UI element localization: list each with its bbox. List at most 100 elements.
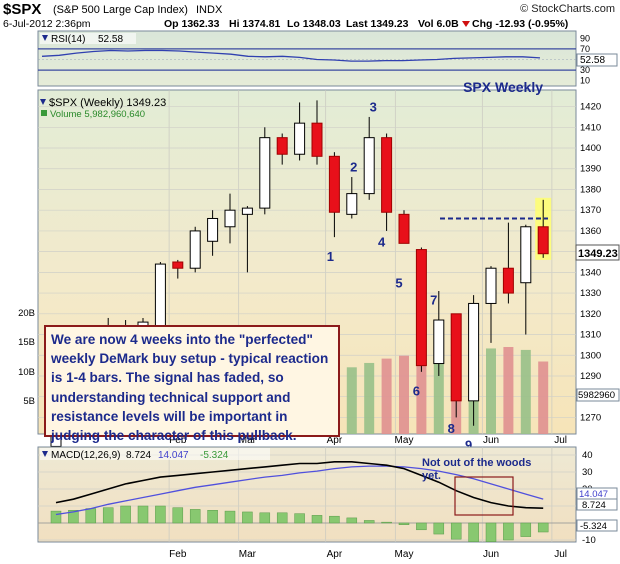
- volume-tick-label: 15B: [18, 337, 35, 348]
- month-label: Feb: [169, 435, 187, 446]
- candle-body: [241, 207, 253, 215]
- macd-histogram-bar: [381, 521, 392, 524]
- candle-body: [259, 137, 271, 209]
- candle-body: [433, 319, 445, 365]
- price-tick-label: 1360: [580, 226, 601, 237]
- volume-bar: [433, 352, 444, 434]
- macd-signal-line: [55, 465, 544, 516]
- candle-body: [363, 137, 375, 195]
- candle-body: [450, 313, 462, 402]
- rsi-gridlines: [38, 48, 576, 71]
- volume-tick-label: 5B: [23, 396, 35, 407]
- woods-note-line2: yet.: [422, 470, 441, 482]
- chart-title: SPX Weekly: [463, 79, 543, 95]
- volume-bar: [364, 362, 375, 434]
- rsi-panel: 9070503010 52.58 RSI(14) 52.58: [37, 30, 618, 87]
- macd-histogram-bar: [224, 510, 236, 524]
- volume-bar: [381, 358, 392, 434]
- month-label-bottom: May: [395, 549, 414, 560]
- macd-histogram-bar: [137, 505, 149, 524]
- triangle-down-icon: [462, 21, 470, 27]
- demark-count-label: 8: [448, 421, 455, 436]
- price-tick-label: 1330: [580, 288, 601, 299]
- demark-count-label: 1: [327, 249, 334, 264]
- macd-tick-label: 30: [582, 467, 593, 478]
- volume-last-tag: 5982960: [578, 390, 615, 401]
- macd-histogram-bar: [85, 508, 97, 524]
- macd-histogram-bar: [155, 505, 166, 524]
- quote-low: Lo 1348.03: [287, 18, 341, 30]
- volume-legend-icon: [41, 110, 47, 116]
- demark-annotation: We are now 4 weeks into the "perfected" …: [44, 325, 340, 443]
- volume-bar: [520, 349, 531, 434]
- exchange: INDX: [196, 4, 223, 16]
- rsi-tick-label: 70: [580, 44, 590, 54]
- macd-histogram-bar: [102, 507, 114, 524]
- macd-legend-hist: -5.324: [200, 450, 229, 461]
- symbol: $SPX: [3, 1, 41, 18]
- macd-histogram-bar: [433, 522, 445, 535]
- price-tick-label: 1410: [580, 122, 601, 133]
- volume-tick-label: 20B: [18, 308, 35, 319]
- price-tick-label: 1370: [580, 205, 601, 216]
- volume-bar: [346, 367, 357, 434]
- candle-body: [485, 267, 497, 304]
- month-label: Mar: [239, 435, 257, 446]
- quote-change: Chg -12.93 (-0.95%): [472, 18, 568, 30]
- rsi-value-tag: 52.58: [580, 55, 605, 66]
- price-tick-label: 1300: [580, 350, 601, 361]
- month-label: May: [395, 435, 414, 446]
- quote-open: Op 1362.33: [164, 18, 220, 30]
- woods-note-line1: Not out of the woods: [422, 457, 531, 469]
- candle-body: [207, 217, 219, 242]
- macd-histogram-bar: [398, 522, 410, 525]
- macd-line: [55, 460, 544, 509]
- price-tick-label: 1420: [580, 102, 601, 113]
- month-label: Apr: [327, 435, 343, 446]
- demark-count-label: 4: [378, 234, 386, 249]
- candle-body: [415, 249, 427, 367]
- macd-histogram-bar: [50, 510, 62, 524]
- macd-hist-tag: -5.324: [580, 521, 607, 532]
- macd-histogram-bar: [329, 515, 340, 524]
- rsi-tick-label: 10: [580, 76, 590, 86]
- volume-bar: [399, 355, 409, 434]
- rsi-legend-icon: [42, 35, 48, 41]
- macd-histogram-bar: [207, 510, 218, 524]
- price-legend-label: $SPX (Weekly) 1349.23: [49, 97, 166, 109]
- price-tick-label: 1310: [580, 330, 601, 341]
- macd-histogram-bar: [346, 517, 358, 524]
- candle-body: [276, 137, 288, 155]
- macd-histogram-bar: [172, 507, 184, 524]
- volume-bar: [538, 361, 549, 434]
- macd-histogram-bar: [189, 509, 201, 524]
- last-price-tag: 1349.23: [578, 248, 618, 260]
- macd-vertical-gridlines: [168, 447, 553, 542]
- price-legend-icon: [40, 99, 46, 105]
- watermark: © StockCharts.com: [520, 3, 615, 15]
- macd-histogram-bar: [416, 522, 427, 531]
- month-label-bottom: Apr: [327, 549, 343, 560]
- macd-tick-label: -10: [582, 535, 596, 546]
- price-tick-label: 1400: [580, 143, 601, 154]
- macd-panel: 403020100-10 Not out of the woods yet. M…: [37, 446, 618, 546]
- volume-last-tag-box: [576, 388, 620, 402]
- macd-histogram-bar: [276, 512, 288, 524]
- demark-count-label: 7: [430, 292, 437, 307]
- quote-high: Hi 1374.81: [229, 18, 281, 30]
- month-label-bottom: Feb: [169, 549, 187, 560]
- macd-line-tag: 8.724: [582, 500, 606, 511]
- volume-bar: [416, 349, 427, 434]
- macd-histogram-bar: [537, 522, 549, 533]
- volume-bar: [486, 348, 496, 434]
- candle-body: [502, 267, 514, 294]
- candle-body: [189, 230, 201, 269]
- price-tick-label: 1390: [580, 164, 601, 175]
- macd-legend-icon: [42, 451, 48, 457]
- candle-body: [398, 213, 410, 244]
- price-tick-label: 1320: [580, 309, 601, 320]
- index-name: (S&P 500 Large Cap Index): [53, 4, 188, 16]
- demark-count-label: 6: [413, 383, 420, 398]
- macd-histogram-bar: [120, 505, 131, 524]
